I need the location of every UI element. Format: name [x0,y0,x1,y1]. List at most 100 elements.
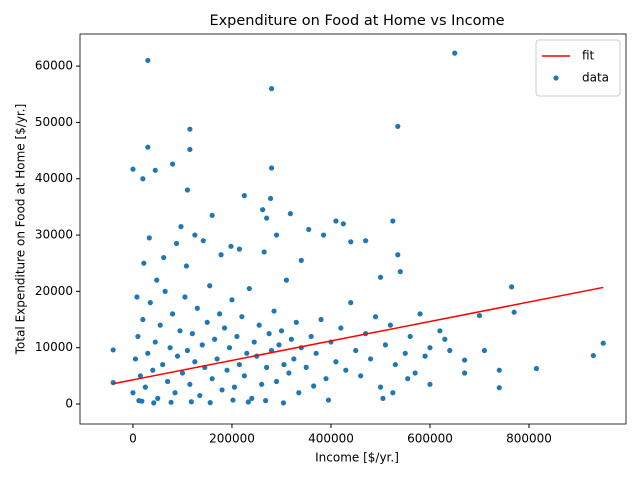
y-tick-label: 10000 [35,340,73,354]
data-point [358,373,364,379]
data-point [261,249,267,255]
data-point [236,361,242,368]
data-point [263,398,269,404]
data-point [427,381,433,387]
data-point [318,316,324,323]
data-point [200,238,206,244]
data-point [348,239,354,245]
data-point [183,263,190,269]
data-point [139,398,145,404]
data-point [437,328,443,334]
data-point [110,380,116,386]
data-point [442,336,448,342]
data-point [207,283,213,289]
data-point [286,370,292,376]
legend-box [535,39,621,97]
data-point [197,392,203,399]
data-point [380,395,386,401]
data-point [387,322,393,328]
x-tick-label: 200000 [209,432,255,446]
data-point [182,294,188,300]
data-point [228,243,234,249]
data-point [147,300,153,306]
data-point [146,235,152,241]
data-point [340,221,346,227]
data-point [377,384,384,390]
legend-swatch [553,75,559,81]
data-point [234,333,240,340]
data-point [288,336,294,342]
data-point [377,274,384,280]
data-point [204,319,210,325]
data-point [245,399,251,405]
data-point [241,193,247,199]
data-point [231,384,238,390]
data-point [179,370,186,376]
data-point [395,123,401,129]
x-tick-label: 600000 [407,432,453,446]
data-point [165,378,171,385]
data-point [276,342,282,348]
y-tick-label: 60000 [35,59,73,73]
data-point [150,367,156,373]
data-point [226,345,233,351]
data-point [132,356,139,362]
data-point [157,322,163,328]
data-point [452,50,458,56]
x-axis-label: Income [$/yr.] [315,451,399,465]
data-point [192,232,198,238]
data-point [229,297,235,303]
data-point [476,312,483,319]
data-point [209,212,215,218]
data-point [333,218,339,224]
legend-label: data [582,71,609,85]
y-tick-label: 40000 [35,171,73,185]
data-point [145,57,151,64]
data-point [338,325,344,331]
data-point [271,308,277,314]
data-point [320,232,327,238]
data-point [390,218,396,224]
data-point [212,336,218,342]
data-point [422,353,428,359]
y-tick-label: 50000 [35,115,73,129]
data-point [395,252,401,258]
data-point [496,367,502,373]
data-point [168,399,174,405]
data-point [221,325,228,331]
data-point [251,339,257,345]
data-point [264,364,270,371]
data-point [348,300,354,306]
data-point [178,224,184,230]
data-point [187,146,193,153]
legend-label: fit [582,49,595,63]
data-point [281,361,287,368]
data-point [509,284,515,290]
data-point [162,288,168,294]
data-point [343,367,349,373]
data-point [209,376,215,382]
data-point [273,232,280,238]
data-point [142,384,148,390]
x-tick-label: 0 [129,432,137,446]
data-point [481,347,488,354]
data-point [267,195,274,202]
data-point [246,285,252,292]
data-point [273,378,280,385]
data-point [169,311,176,317]
data-point [298,257,304,263]
data-point [224,367,230,373]
data-point [256,322,262,328]
data-point [397,269,403,275]
data-point [417,311,423,317]
data-point [236,246,242,252]
y-tick-label: 30000 [35,228,73,242]
data-point [239,314,245,320]
data-point [325,397,332,403]
data-point [511,309,517,315]
data-point [188,399,194,405]
data-point [219,387,225,393]
data-point [496,385,502,391]
data-point [172,390,178,396]
